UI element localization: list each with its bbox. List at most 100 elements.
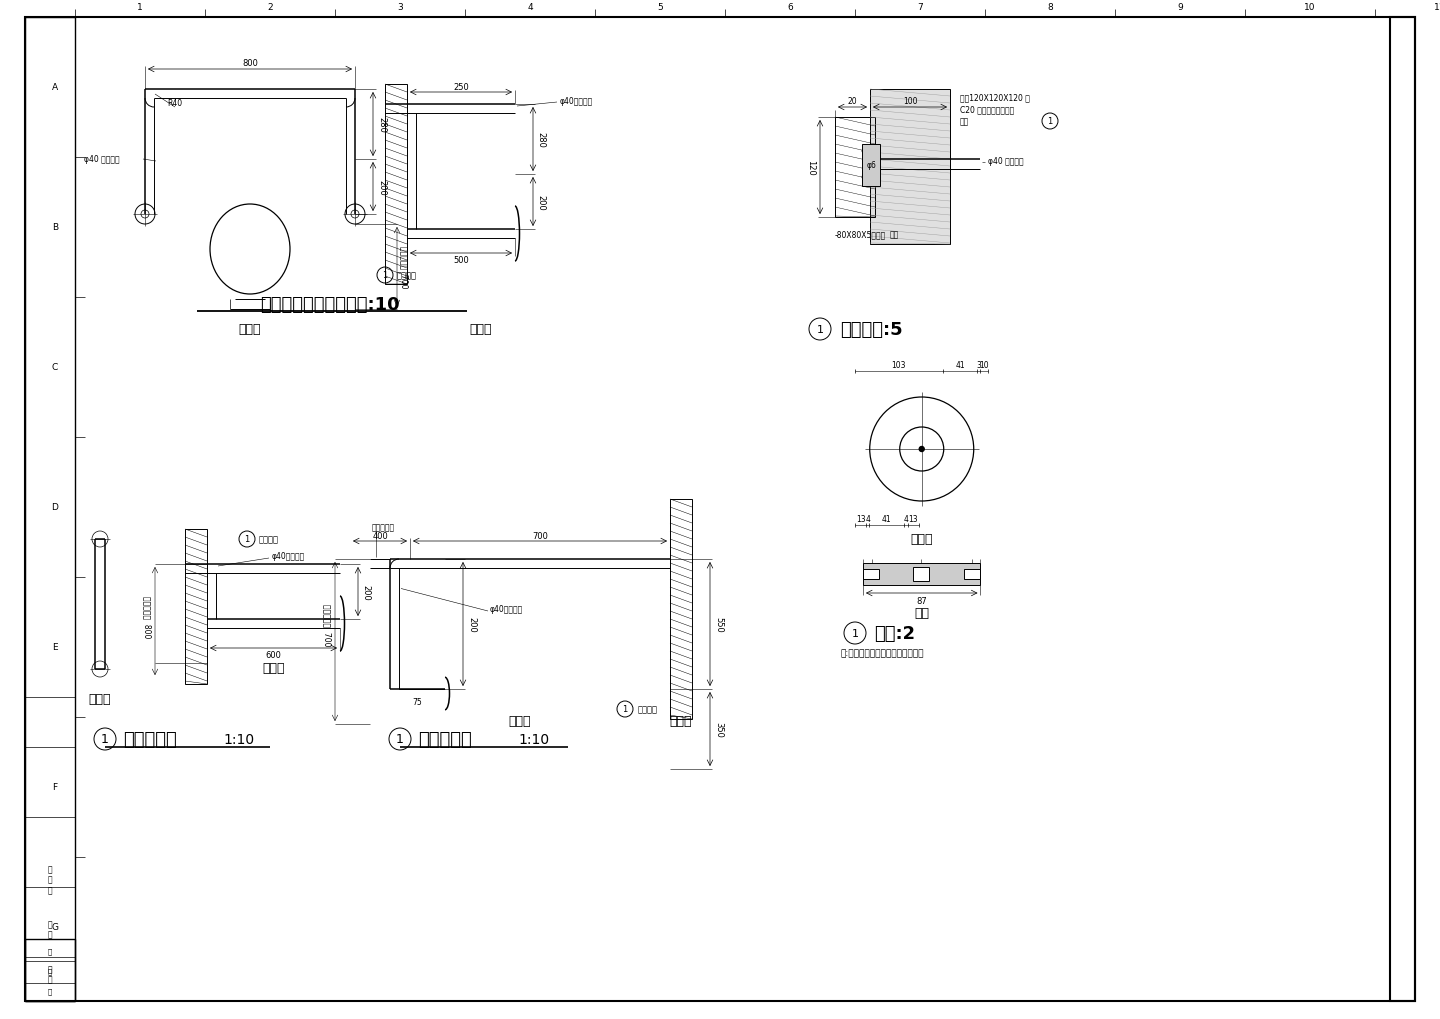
Text: 200: 200 (468, 616, 477, 632)
Text: 坐便器抓杆: 坐便器抓杆 (418, 731, 472, 748)
Text: 10: 10 (979, 361, 989, 370)
Bar (863, 570, 878, 580)
Text: 1:10: 1:10 (518, 733, 549, 746)
Text: 1:10: 1:10 (223, 733, 253, 746)
Text: 2: 2 (268, 2, 272, 11)
Circle shape (919, 447, 924, 452)
Text: 350: 350 (714, 721, 723, 737)
Bar (24, 940, 75, 1001)
Text: 正立面: 正立面 (910, 533, 933, 546)
Text: 正立面: 正立面 (89, 693, 111, 706)
Text: C20 混凝土将预件填平: C20 混凝土将预件填平 (960, 105, 1014, 114)
Text: φ40不锈钢管: φ40不锈钢管 (490, 605, 523, 613)
Bar (670, 499, 693, 719)
Text: 5: 5 (657, 2, 662, 11)
Text: 剖面: 剖面 (914, 607, 929, 620)
Text: 10: 10 (1305, 2, 1316, 11)
Text: 划: 划 (48, 987, 52, 995)
Text: B: B (52, 223, 58, 232)
Text: 距楼地面高  700: 距楼地面高 700 (323, 603, 331, 646)
Text: 4: 4 (527, 2, 533, 11)
Text: 正立面: 正立面 (239, 323, 261, 336)
Text: 550: 550 (714, 616, 723, 632)
Text: 平
面: 平 面 (48, 919, 52, 938)
Bar (24, 18, 75, 1001)
Text: 8: 8 (1047, 2, 1053, 11)
Text: 103: 103 (891, 361, 906, 370)
Text: 1: 1 (622, 705, 628, 713)
Text: 法兰: 法兰 (960, 117, 969, 126)
Text: 11: 11 (1434, 2, 1440, 11)
Text: 700: 700 (531, 532, 549, 541)
Text: 距楼地面高  800: 距楼地面高 800 (143, 596, 151, 638)
Text: 800: 800 (242, 58, 258, 67)
Text: G: G (52, 922, 59, 931)
Text: -80X80X5预埋板: -80X80X5预埋板 (835, 230, 886, 239)
Text: 效
果: 效 果 (48, 964, 52, 983)
Bar (1390, 18, 1416, 1001)
Text: 200: 200 (361, 584, 370, 600)
Text: φ40不锈钢管: φ40不锈钢管 (272, 552, 305, 560)
Text: 75: 75 (413, 698, 422, 707)
Text: 靠墙连接:5: 靠墙连接:5 (840, 321, 903, 338)
Text: 100: 100 (903, 98, 917, 106)
Bar (965, 570, 981, 580)
Text: 3: 3 (976, 361, 981, 370)
Text: F: F (52, 783, 58, 792)
Text: 3: 3 (397, 2, 403, 11)
Text: φ40 不锈钢管: φ40 不锈钢管 (85, 155, 120, 164)
Text: 200: 200 (537, 195, 546, 210)
Text: 正立面: 正立面 (508, 714, 531, 728)
Text: 悬臂式小便器安全抓杆:10: 悬臂式小便器安全抓杆:10 (261, 296, 400, 314)
Text: 41: 41 (883, 515, 891, 524)
Text: 标
准
图: 标 准 图 (48, 864, 52, 894)
Text: 靠墙连接: 靠墙连接 (397, 271, 418, 280)
Text: 280: 280 (537, 131, 546, 148)
Text: 13: 13 (909, 515, 919, 524)
Bar (835, 118, 876, 218)
Text: 120: 120 (806, 160, 815, 175)
Text: 41: 41 (955, 361, 965, 370)
Text: 500: 500 (454, 256, 469, 265)
Bar (863, 145, 880, 186)
Text: 200: 200 (377, 179, 386, 196)
Text: E: E (52, 643, 58, 652)
Text: 1: 1 (816, 325, 824, 334)
Text: 规: 规 (48, 968, 52, 974)
Text: 280: 280 (377, 117, 386, 132)
Text: 预留120X120X120 洞: 预留120X120X120 洞 (960, 94, 1030, 102)
Bar (863, 564, 981, 586)
Text: 1: 1 (851, 629, 858, 638)
Text: 1: 1 (101, 733, 109, 746)
Text: 标: 标 (48, 948, 52, 955)
Bar (913, 568, 929, 582)
Bar (870, 90, 950, 245)
Text: 1: 1 (1047, 117, 1053, 126)
Text: 1: 1 (383, 271, 387, 280)
Text: 1: 1 (396, 733, 405, 746)
Text: 9: 9 (1176, 2, 1182, 11)
Text: 靠墙地面素: 靠墙地面素 (372, 523, 395, 532)
Text: 400: 400 (372, 532, 387, 541)
Text: A: A (52, 84, 58, 93)
Text: 1: 1 (137, 2, 143, 11)
Text: 法兰:2: 法兰:2 (874, 625, 916, 642)
Text: 13: 13 (855, 515, 865, 524)
Text: 侧立面: 侧立面 (262, 662, 285, 675)
Bar (384, 85, 408, 284)
Text: 洗脸盆抓杆: 洗脸盆抓杆 (122, 731, 177, 748)
Text: 4: 4 (865, 515, 870, 524)
Text: 600: 600 (265, 651, 281, 660)
Text: φ40不锈钢管: φ40不锈钢管 (560, 97, 593, 105)
Text: φ40 不锈钢管: φ40 不锈钢管 (988, 157, 1024, 166)
Text: φ6: φ6 (867, 160, 877, 169)
Text: 87: 87 (916, 597, 927, 606)
Text: 靠墙连接: 靠墙连接 (638, 705, 658, 713)
Text: 侧立面: 侧立面 (670, 714, 693, 728)
Text: 7: 7 (917, 2, 923, 11)
Text: 20: 20 (848, 98, 857, 106)
Bar (184, 530, 207, 685)
Text: 电焊: 电焊 (890, 230, 899, 239)
Text: 注:不锈钢抓杆边沿用玻璃胶密封。: 注:不锈钢抓杆边沿用玻璃胶密封。 (840, 649, 923, 658)
Text: 6: 6 (788, 2, 793, 11)
